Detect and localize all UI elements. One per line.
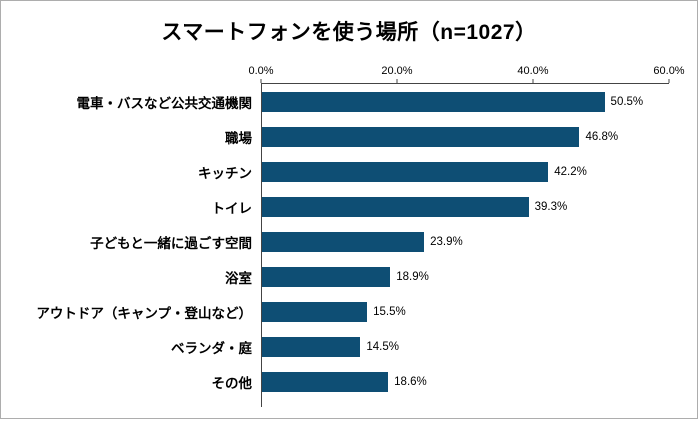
bar-row: キッチン 42.2% bbox=[1, 154, 697, 189]
bar bbox=[262, 91, 605, 112]
bar bbox=[262, 231, 425, 252]
bar bbox=[262, 196, 529, 217]
category-label: その他 bbox=[211, 375, 253, 391]
bar-track: 18.6% bbox=[261, 364, 669, 399]
category-label: ベランダ・庭 bbox=[171, 340, 252, 356]
bar-track: 46.8% bbox=[261, 119, 669, 154]
bar-track: 23.9% bbox=[261, 224, 669, 259]
bar-row: 職場 46.8% bbox=[1, 119, 697, 154]
x-tick-label: 40.0% bbox=[517, 65, 549, 77]
bar-track: 39.3% bbox=[261, 189, 669, 224]
y-axis-line bbox=[261, 399, 669, 407]
x-tick-label: 20.0% bbox=[381, 65, 413, 77]
value-label: 42.2% bbox=[554, 165, 587, 178]
value-label: 18.6% bbox=[394, 375, 427, 388]
bar bbox=[262, 301, 368, 322]
bar-track: 15.5% bbox=[261, 294, 669, 329]
category-label: 子どもと一緒に過ごす空間 bbox=[90, 235, 252, 251]
bar bbox=[262, 126, 580, 147]
y-axis-foot bbox=[1, 399, 697, 407]
bar bbox=[262, 371, 389, 392]
value-label: 15.5% bbox=[373, 305, 406, 318]
bar-row: 浴室 18.9% bbox=[1, 259, 697, 294]
value-label: 23.9% bbox=[430, 235, 463, 248]
bar-track: 50.5% bbox=[261, 84, 669, 119]
bar-row: その他 18.6% bbox=[1, 364, 697, 399]
chart-title: スマートフォンを使う場所（n=1027） bbox=[161, 21, 537, 44]
x-axis-ticks: 0.0% 20.0% 40.0% 60.0% bbox=[248, 60, 685, 84]
category-label: 職場 bbox=[225, 130, 252, 146]
category-label: トイレ bbox=[211, 200, 253, 216]
bar-row: 子どもと一緒に過ごす空間 23.9% bbox=[1, 224, 697, 259]
x-tick-label: 60.0% bbox=[653, 65, 685, 77]
value-label: 46.8% bbox=[585, 130, 619, 143]
bar-row: ベランダ・庭 14.5% bbox=[1, 329, 697, 364]
x-tick-mark bbox=[668, 79, 670, 83]
x-tick-mark bbox=[396, 79, 398, 83]
x-tick-mark bbox=[532, 79, 534, 83]
value-label: 14.5% bbox=[366, 340, 399, 353]
bar-track: 14.5% bbox=[261, 329, 669, 364]
bar-track: 18.9% bbox=[261, 259, 669, 294]
bar-row: アウトドア（キャンプ・登山など） 15.5% bbox=[1, 294, 697, 329]
bar bbox=[262, 161, 549, 182]
category-label: アウトドア（キャンプ・登山など） bbox=[36, 305, 252, 321]
x-tick-label: 0.0% bbox=[248, 65, 274, 77]
category-label: 電車・バスなど公共交通機関 bbox=[76, 95, 253, 111]
x-axis: 0.0% 20.0% 40.0% 60.0% bbox=[1, 60, 697, 84]
bar bbox=[262, 336, 361, 357]
value-label: 18.9% bbox=[396, 270, 429, 283]
bar-chart: 0.0% 20.0% 40.0% 60.0% 電車・バスなど公共交通機関 50.5% … bbox=[1, 60, 697, 407]
plot: 電車・バスなど公共交通機関 50.5% 職場 46.8% キッチン 42.2% … bbox=[1, 84, 697, 399]
bar bbox=[262, 266, 391, 287]
value-label: 50.5% bbox=[610, 95, 644, 108]
bar-row: 電車・バスなど公共交通機関 50.5% bbox=[1, 84, 697, 119]
value-label: 39.3% bbox=[534, 200, 568, 213]
category-label: キッチン bbox=[198, 165, 252, 181]
x-tick-mark bbox=[260, 79, 262, 83]
bar-row: トイレ 39.3% bbox=[1, 189, 697, 224]
bar-track: 42.2% bbox=[261, 154, 669, 189]
category-label: 浴室 bbox=[225, 270, 252, 286]
